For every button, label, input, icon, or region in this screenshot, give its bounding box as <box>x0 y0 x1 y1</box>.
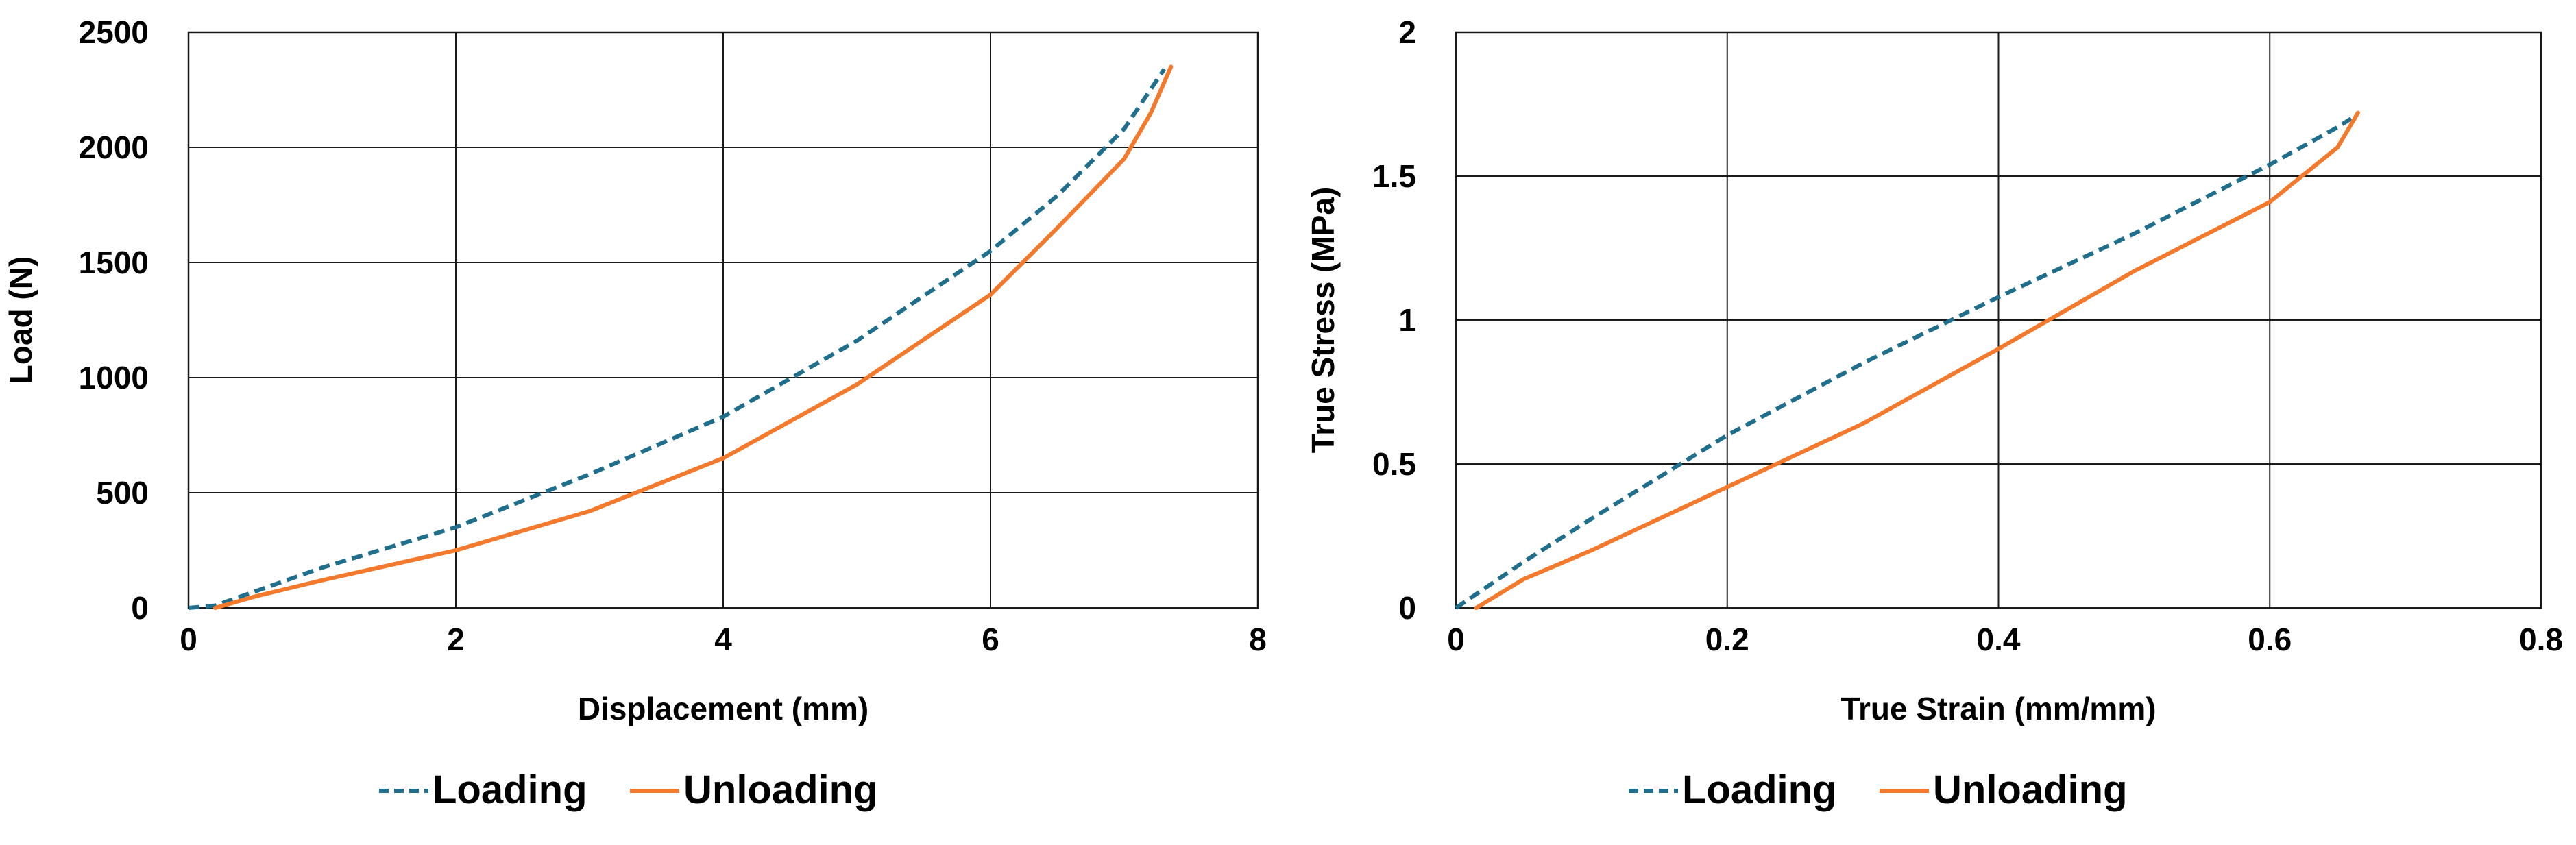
x-axis-title: True Strain (mm/mm) <box>1840 691 2156 726</box>
y-tick-label: 1000 <box>79 360 149 395</box>
y-tick-label: 0 <box>1398 590 1416 626</box>
x-axis-title: Displacement (mm) <box>578 691 868 726</box>
legend-label-loading: Loading <box>433 768 587 812</box>
x-tick-label: 0.8 <box>2519 622 2563 657</box>
x-tick-label: 0.4 <box>1977 622 2021 657</box>
y-tick-label: 1 <box>1398 302 1416 338</box>
y-axis-title: True Stress (MPa) <box>1305 187 1341 454</box>
legend-label-unloading: Unloading <box>683 768 878 812</box>
plot-area-border <box>187 31 1259 609</box>
plot-area-border <box>1455 31 2542 609</box>
y-tick-label: 2500 <box>79 14 149 50</box>
legend: Loading Unloading <box>1629 768 2128 812</box>
y-tick-label: 2 <box>1398 14 1416 50</box>
legend-label-unloading: Unloading <box>1933 768 2128 812</box>
x-tick-label: 0 <box>180 622 197 657</box>
y-tick-label: 1500 <box>79 245 149 280</box>
series-line-unloading <box>213 64 1174 610</box>
y-tick-label: 500 <box>96 475 149 511</box>
y-tick-label: 0.5 <box>1372 446 1416 482</box>
x-tick-label: 6 <box>982 622 999 657</box>
x-tick-label: 0.6 <box>2248 622 2292 657</box>
y-tick-label: 2000 <box>79 130 149 165</box>
x-tick-label: 0.2 <box>1705 622 1749 657</box>
y-tick-label: 0 <box>131 590 149 626</box>
series-line-loading <box>188 68 1166 610</box>
x-tick-label: 4 <box>714 622 732 657</box>
x-tick-label: 2 <box>447 622 465 657</box>
legend-label-loading: Loading <box>1682 768 1837 812</box>
x-tick-label: 0 <box>1447 622 1465 657</box>
series-line-unloading <box>1474 110 2360 610</box>
load-displacement-chart: 0 2 4 6 8 0 500 1000 1500 2000 2500 Displacement (m… <box>3 14 1267 812</box>
y-axis-title: Load (N) <box>3 256 38 384</box>
stress-strain-chart: 0 0.2 0.4 0.6 0.8 0 0.5 1 1.5 2 True Strain (mm/mm… <box>1305 14 2563 812</box>
series-line-loading <box>1455 117 2353 610</box>
legend: Loading Unloading <box>379 768 878 812</box>
y-tick-label: 1.5 <box>1372 158 1416 194</box>
x-tick-label: 8 <box>1249 622 1267 657</box>
